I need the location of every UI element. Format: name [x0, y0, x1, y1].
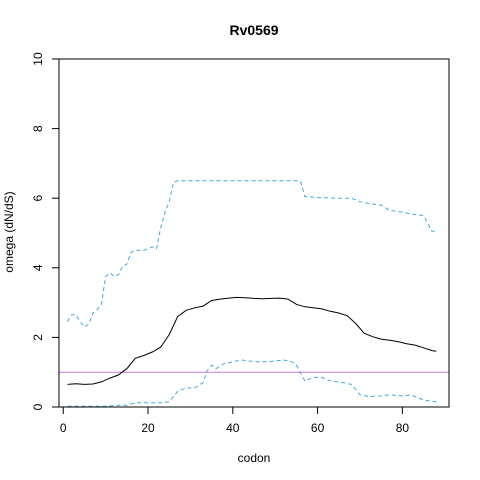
y-tick-label: 0	[31, 403, 45, 410]
y-tick-label: 6	[31, 195, 45, 202]
series-line-lower-bound	[67, 359, 437, 407]
y-tick-label: 8	[31, 125, 45, 132]
x-tick-label: 80	[396, 421, 410, 435]
series-line-estimate	[67, 296, 437, 385]
x-tick-label: 0	[60, 421, 67, 435]
y-axis: 0 2 4 6 8 10	[31, 52, 59, 410]
chart-title: Rv0569	[229, 22, 278, 38]
x-axis: 0 20 40 60 80	[60, 407, 409, 435]
x-tick-label: 40	[226, 421, 240, 435]
y-tick-label: 4	[31, 264, 45, 271]
plot-area	[59, 180, 449, 407]
y-tick-label: 2	[31, 334, 45, 341]
series-line-upper-bound	[67, 180, 437, 328]
x-tick-label: 60	[311, 421, 325, 435]
x-axis-label: codon	[238, 451, 271, 465]
y-axis-label: omega (dN/dS)	[2, 191, 16, 272]
y-tick-label: 10	[31, 52, 45, 66]
plot-frame	[58, 58, 450, 408]
x-tick-label: 20	[141, 421, 155, 435]
